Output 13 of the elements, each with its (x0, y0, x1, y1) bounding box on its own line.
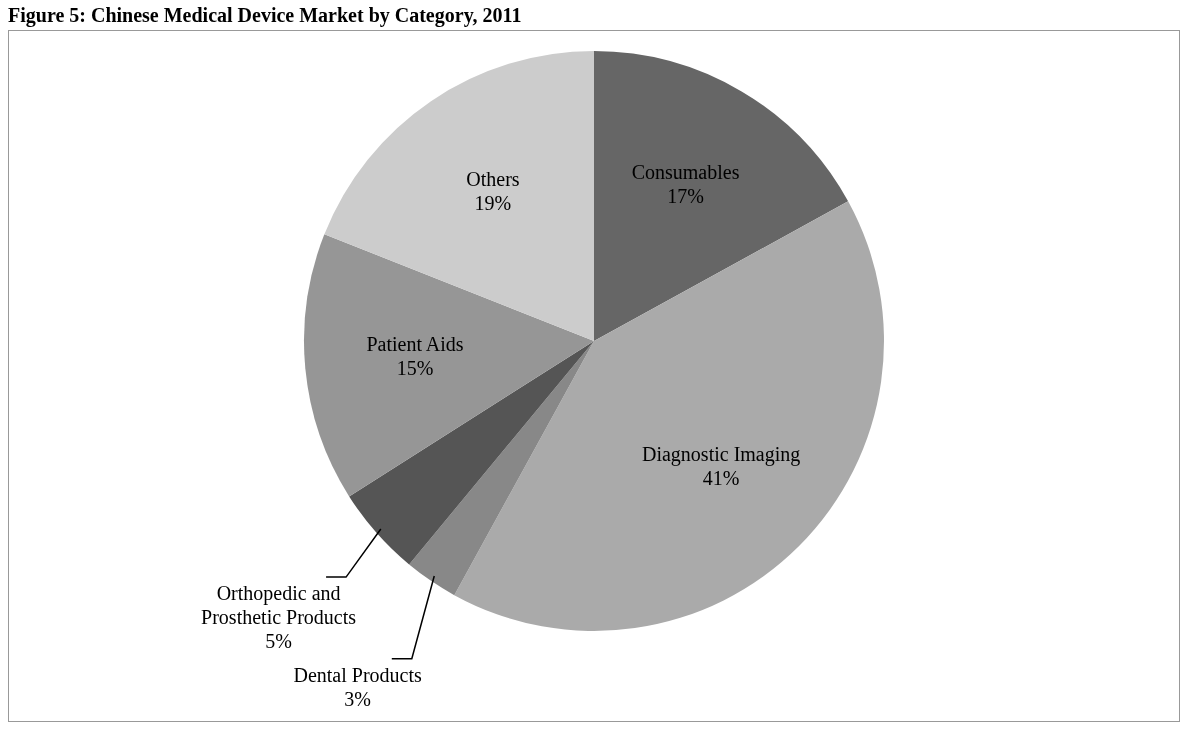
chart-title: Figure 5: Chinese Medical Device Market by Category, 2011 (7, 3, 523, 29)
data-label: 19% (474, 191, 512, 214)
data-label: 5% (265, 630, 292, 653)
data-label: 41% (702, 467, 740, 490)
data-label: 17% (667, 185, 704, 208)
slice-label: Dental Products (293, 664, 423, 687)
data-label: 15% (396, 357, 434, 380)
slice-label: Diagnostic Imaging (641, 443, 801, 467)
slice-label: Others (466, 167, 520, 190)
slice-label: Patient Aids (366, 333, 464, 356)
slice-label: Orthopedic and Prosthetic Products (201, 582, 357, 629)
data-label: 3% (344, 688, 371, 711)
slice-label: Consumables (631, 161, 740, 184)
